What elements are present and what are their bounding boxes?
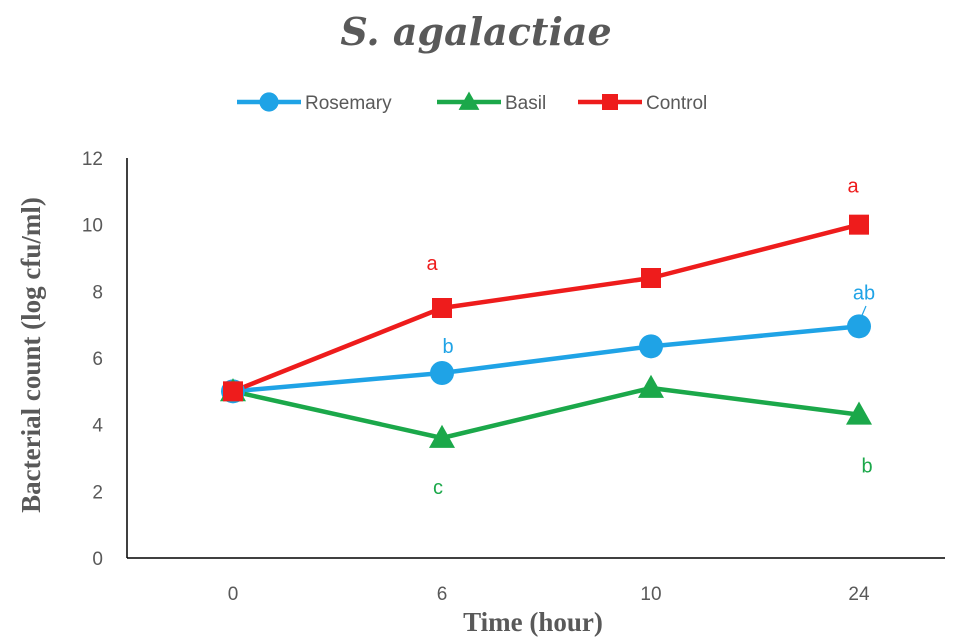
chart-title: S. agalactiae: [340, 9, 611, 54]
x-axis-title: Time (hour): [463, 607, 603, 637]
marker-rosemary: [259, 92, 279, 112]
significance-label: a: [426, 253, 438, 275]
significance-label: c: [433, 477, 443, 499]
annotation-leader-line: [859, 305, 867, 321]
marker-control: [641, 268, 661, 288]
significance-label: b: [861, 456, 872, 478]
y-axis-title: Bacterial count (log cfu/ml): [16, 197, 46, 513]
x-tick-label: 0: [228, 584, 239, 605]
y-tick-label: 0: [92, 549, 103, 570]
marker-control: [223, 381, 243, 402]
significance-label: a: [847, 176, 859, 198]
y-tick-label: 12: [82, 149, 103, 170]
significance-label: b: [442, 336, 453, 358]
marker-basil: [429, 424, 455, 448]
legend-label-control: Control: [646, 93, 707, 114]
series-line-basil: [232, 385, 860, 441]
marker-control: [432, 298, 452, 318]
marker-basil: [846, 401, 872, 425]
series-group: [220, 214, 872, 448]
marker-rosemary: [847, 314, 871, 339]
y-tick-label: 2: [92, 482, 103, 503]
series-line-control: [232, 222, 860, 394]
x-tick-label: 24: [848, 584, 870, 605]
marker-rosemary: [430, 361, 454, 385]
y-tick-label: 10: [82, 216, 103, 237]
y-tick-label: 8: [92, 282, 103, 303]
y-tick-label: 4: [92, 416, 103, 437]
x-tick-label: 6: [437, 584, 448, 605]
marker-control: [849, 214, 869, 235]
marker-basil: [458, 91, 480, 110]
y-tick-label: 6: [92, 349, 103, 370]
legend-label-rosemary: Rosemary: [305, 93, 392, 114]
marker-rosemary: [639, 334, 663, 359]
series-line-rosemary: [232, 324, 860, 394]
marker-basil: [638, 374, 664, 398]
significance-label: ab: [853, 282, 875, 304]
legend-label-basil: Basil: [505, 93, 546, 114]
legend: Rosemary Basil Control: [237, 91, 707, 114]
x-tick-label: 10: [640, 584, 661, 605]
marker-control: [602, 94, 618, 110]
